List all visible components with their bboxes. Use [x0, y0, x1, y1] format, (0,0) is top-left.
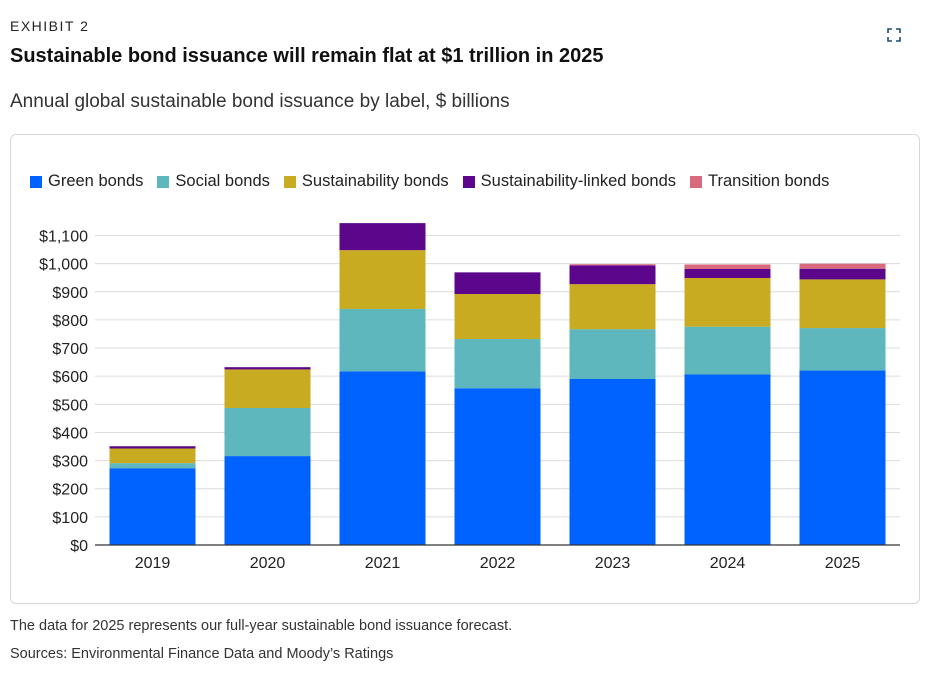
bar-segment-transition-bonds-2025 [799, 263, 886, 269]
x-tick-label: 2022 [480, 555, 516, 572]
bar-segment-transition-bonds-2023 [569, 264, 656, 266]
x-tick-label: 2025 [825, 555, 861, 572]
legend-swatch-sustainability-bonds [283, 175, 296, 188]
bar-segment-sustainability-bonds-2020 [224, 369, 311, 408]
bar-segment-sustainability-bonds-2024 [684, 277, 771, 327]
x-tick-label: 2020 [250, 555, 286, 572]
footnote: The data for 2025 represents our full-ye… [10, 618, 513, 634]
chart-subtitle: Annual global sustainable bond issuance … [10, 91, 510, 112]
bar-segment-social-bonds-2021 [339, 308, 426, 372]
y-tick-label: $1,000 [39, 257, 88, 274]
bar-segment-social-bonds-2019 [109, 463, 196, 469]
bar-segment-green-bonds-2025 [799, 370, 886, 545]
legend-label-social-bonds: Social bonds [175, 172, 270, 190]
legend-item-green-bonds[interactable]: Green bonds [30, 172, 143, 191]
bar-segment-sustainability-bonds-2019 [109, 448, 196, 464]
bar-segment-green-bonds-2019 [109, 468, 196, 545]
y-tick-label: $200 [52, 482, 88, 499]
legend-item-sustainability-linked-bonds[interactable]: Sustainability-linked bonds [462, 172, 677, 191]
y-tick-label: $600 [52, 369, 88, 386]
legend-label-green-bonds: Green bonds [48, 172, 144, 190]
y-tick-label: $700 [52, 341, 88, 358]
bar-segment-green-bonds-2022 [454, 388, 541, 545]
y-tick-label: $300 [52, 454, 88, 471]
bar-segment-green-bonds-2021 [339, 371, 426, 545]
legend-swatch-social-bonds [157, 175, 170, 188]
bar-segment-social-bonds-2023 [569, 329, 656, 379]
y-tick-label: $900 [52, 285, 88, 302]
legend-swatch-sustainability-linked-bonds [462, 175, 475, 188]
bar-segment-green-bonds-2023 [569, 378, 656, 545]
bar-segment-sustainability-linked-bonds-2019 [109, 446, 196, 449]
x-tick-label: 2019 [135, 555, 171, 572]
x-tick-label: 2023 [595, 555, 631, 572]
y-tick-label: $1,100 [39, 229, 88, 246]
bar-segment-sustainability-linked-bonds-2022 [454, 272, 541, 295]
bar-segment-transition-bonds-2024 [684, 264, 771, 269]
y-tick-label: $400 [52, 425, 88, 442]
x-tick-label: 2024 [710, 555, 746, 572]
exhibit-label: EXHIBIT 2 [10, 18, 90, 34]
chart-legend: Green bonds Social bonds Sustainability … [30, 172, 829, 191]
bar-segment-sustainability-linked-bonds-2020 [224, 367, 311, 370]
legend-swatch-transition-bonds [690, 175, 703, 188]
expand-icon[interactable] [887, 28, 901, 42]
legend-label-sustainability-linked-bonds: Sustainability-linked bonds [480, 172, 677, 190]
bar-segment-green-bonds-2024 [684, 374, 771, 545]
bar-segment-sustainability-bonds-2021 [339, 250, 426, 309]
legend-item-sustainability-bonds[interactable]: Sustainability bonds [283, 172, 449, 191]
bar-segment-sustainability-bonds-2022 [454, 294, 541, 340]
legend-swatch-green-bonds [30, 175, 42, 188]
bar-segment-social-bonds-2020 [224, 407, 311, 457]
bar-segment-social-bonds-2022 [454, 339, 541, 389]
legend-item-social-bonds[interactable]: Social bonds [157, 172, 270, 191]
legend-label-sustainability-bonds: Sustainability bonds [301, 172, 449, 190]
bar-segment-green-bonds-2020 [224, 456, 311, 545]
bar-segment-sustainability-linked-bonds-2023 [569, 265, 656, 285]
bar-segment-sustainability-linked-bonds-2024 [684, 268, 771, 278]
y-tick-label: $500 [52, 397, 88, 414]
bar-segment-sustainability-linked-bonds-2025 [799, 268, 886, 280]
y-tick-label: $0 [70, 538, 88, 555]
sources: Sources: Environmental Finance Data and … [10, 646, 394, 662]
legend-label-transition-bonds: Transition bonds [708, 172, 830, 190]
bar-segment-social-bonds-2024 [684, 326, 771, 375]
bar-segment-sustainability-bonds-2023 [569, 284, 656, 330]
bar-segment-sustainability-bonds-2025 [799, 279, 886, 329]
chart-title: Sustainable bond issuance will remain fl… [10, 45, 604, 67]
bar-segment-social-bonds-2025 [799, 328, 886, 371]
y-tick-label: $100 [52, 510, 88, 527]
bar-segment-sustainability-linked-bonds-2021 [339, 223, 426, 251]
x-tick-label: 2021 [365, 555, 401, 572]
y-tick-label: $800 [52, 313, 88, 330]
legend-item-transition-bonds[interactable]: Transition bonds [690, 172, 829, 191]
